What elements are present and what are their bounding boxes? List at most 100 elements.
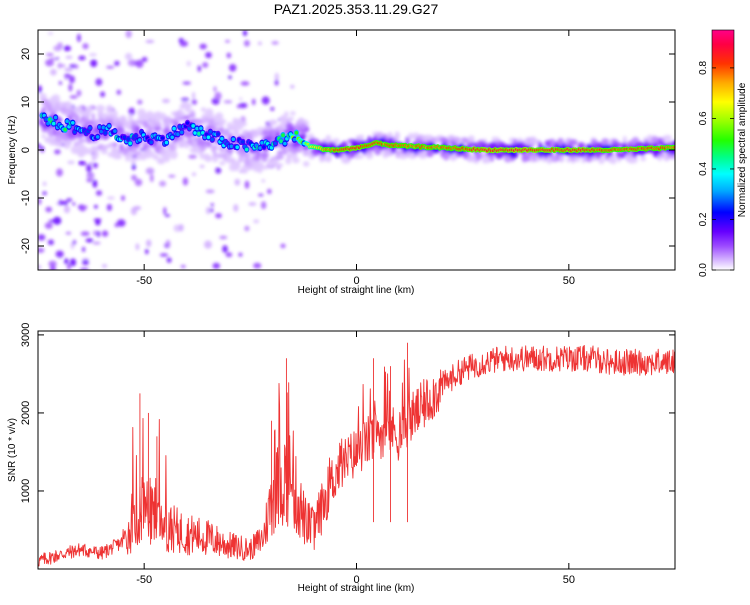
- spectrogram-ytick-label: 20: [20, 48, 32, 60]
- spectrogram-axes: -50 0 50 -20 -10 0 10 20: [20, 30, 675, 287]
- noise-blob: [77, 33, 81, 43]
- noise-blob: [258, 193, 264, 197]
- noise-blob: [240, 81, 250, 86]
- ridge-core: [292, 137, 297, 142]
- halo-blob: [222, 151, 229, 161]
- halo-blob: [67, 105, 74, 112]
- halo-blob: [73, 141, 80, 147]
- noise-blob: [135, 243, 140, 251]
- halo-blob: [173, 142, 178, 149]
- ridge-core: [149, 140, 153, 144]
- halo-blob: [41, 133, 46, 139]
- noise-blob: [248, 202, 257, 206]
- noise-blob: [179, 40, 188, 47]
- noise-blob: [125, 30, 132, 39]
- noise-blob: [145, 248, 149, 255]
- noise-blob: [242, 30, 248, 36]
- ridge-core: [44, 117, 48, 122]
- noise-blob: [127, 59, 137, 67]
- snr-xtick-label: -50: [136, 574, 152, 586]
- colorbar: 0.0 0.2 0.4 0.6 0.8 Normalized spectral ampl…: [698, 29, 748, 277]
- ridge-core: [53, 115, 58, 120]
- ridge-core: [273, 141, 278, 146]
- noise-blob: [188, 154, 197, 159]
- spectrogram-ylabel: Frequency (Hz): [7, 116, 18, 185]
- snr-xlabel: Height of straight line (km): [298, 583, 415, 594]
- halo-blob: [112, 142, 118, 148]
- halo-blob: [477, 141, 486, 146]
- halo-blob: [243, 158, 252, 166]
- halo-blob: [568, 139, 578, 146]
- noise-blob: [78, 55, 86, 61]
- noise-blob: [65, 231, 72, 235]
- noise-blob: [222, 245, 228, 253]
- noise-blob: [135, 59, 144, 68]
- snr-ytick-label: 1000: [20, 479, 32, 503]
- noise-blob: [38, 143, 41, 150]
- noise-blob: [38, 85, 42, 94]
- snr-ytick-label: 3000: [20, 323, 32, 347]
- noise-blob: [226, 52, 232, 59]
- ridge-core: [63, 127, 67, 132]
- noise-blob: [229, 64, 237, 72]
- noise-blob: [225, 40, 230, 43]
- halo-blob: [44, 100, 52, 109]
- halo-blob: [332, 138, 340, 144]
- halo-blob: [475, 151, 483, 160]
- halo-blob: [77, 137, 86, 144]
- noise-blob: [64, 68, 73, 72]
- halo-blob: [125, 156, 131, 162]
- noise-blob: [270, 107, 275, 111]
- halo-blob: [94, 150, 99, 158]
- noise-blob: [101, 230, 109, 237]
- halo-blob: [82, 109, 92, 118]
- noise-blob: [85, 238, 94, 243]
- ridge-core: [176, 132, 180, 136]
- noise-blob: [163, 207, 167, 215]
- halo-blob: [154, 126, 162, 132]
- ridge-core: [185, 121, 190, 125]
- noise-blob: [106, 203, 113, 212]
- noise-blob: [280, 243, 286, 249]
- noise-blob: [80, 206, 88, 210]
- noise-blob: [114, 222, 119, 228]
- halo-blob: [671, 140, 675, 146]
- halo-blob: [41, 106, 46, 113]
- noise-blob: [205, 52, 212, 59]
- noise-blob: [63, 45, 71, 52]
- noise-blob: [81, 246, 86, 253]
- spectrogram-ytick-label: -20: [20, 238, 32, 254]
- halo-blob: [141, 151, 146, 160]
- halo-blob: [200, 107, 206, 113]
- colorbar-label: Normalized spectral amplitude: [737, 82, 748, 217]
- ridge-core: [65, 119, 69, 123]
- noise-blob: [91, 112, 95, 121]
- halo-blob: [270, 120, 276, 125]
- noise-blob: [38, 197, 42, 205]
- noise-blob: [74, 64, 79, 69]
- noise-blob: [79, 267, 89, 270]
- noise-blob: [238, 252, 243, 257]
- noise-blob: [199, 43, 207, 50]
- noise-blob: [88, 174, 95, 181]
- noise-blob: [121, 195, 125, 201]
- halo-blob: [123, 121, 133, 129]
- noise-blob: [162, 98, 170, 104]
- noise-blob: [202, 62, 209, 68]
- noise-blob: [96, 230, 101, 238]
- halo-blob: [304, 149, 310, 156]
- halo-blob: [280, 116, 287, 124]
- halo-blob: [281, 148, 288, 155]
- spectrogram-panel: -50 0 50 -20 -10 0 10 20 Height of straight lin…: [7, 29, 676, 296]
- noise-blob: [261, 179, 265, 183]
- noise-blob: [219, 235, 228, 240]
- noise-blob: [101, 264, 108, 268]
- noise-blob: [66, 198, 72, 202]
- ridge-core: [134, 134, 138, 138]
- ridge-core: [170, 135, 174, 140]
- noise-blob: [76, 89, 82, 97]
- noise-blob: [92, 241, 101, 245]
- noise-blob: [58, 199, 62, 206]
- ridge-core: [199, 126, 203, 131]
